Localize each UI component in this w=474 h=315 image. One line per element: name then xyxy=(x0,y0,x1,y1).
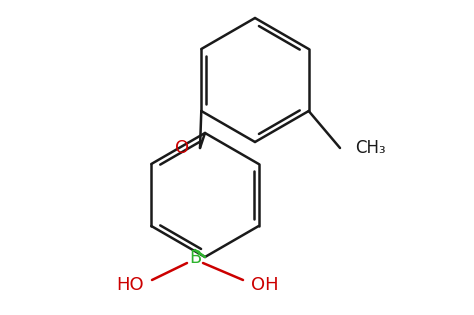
Text: O: O xyxy=(175,139,189,157)
Text: HO: HO xyxy=(116,276,144,294)
Text: CH₃: CH₃ xyxy=(355,139,386,157)
Text: B: B xyxy=(189,249,201,267)
Text: OH: OH xyxy=(251,276,279,294)
